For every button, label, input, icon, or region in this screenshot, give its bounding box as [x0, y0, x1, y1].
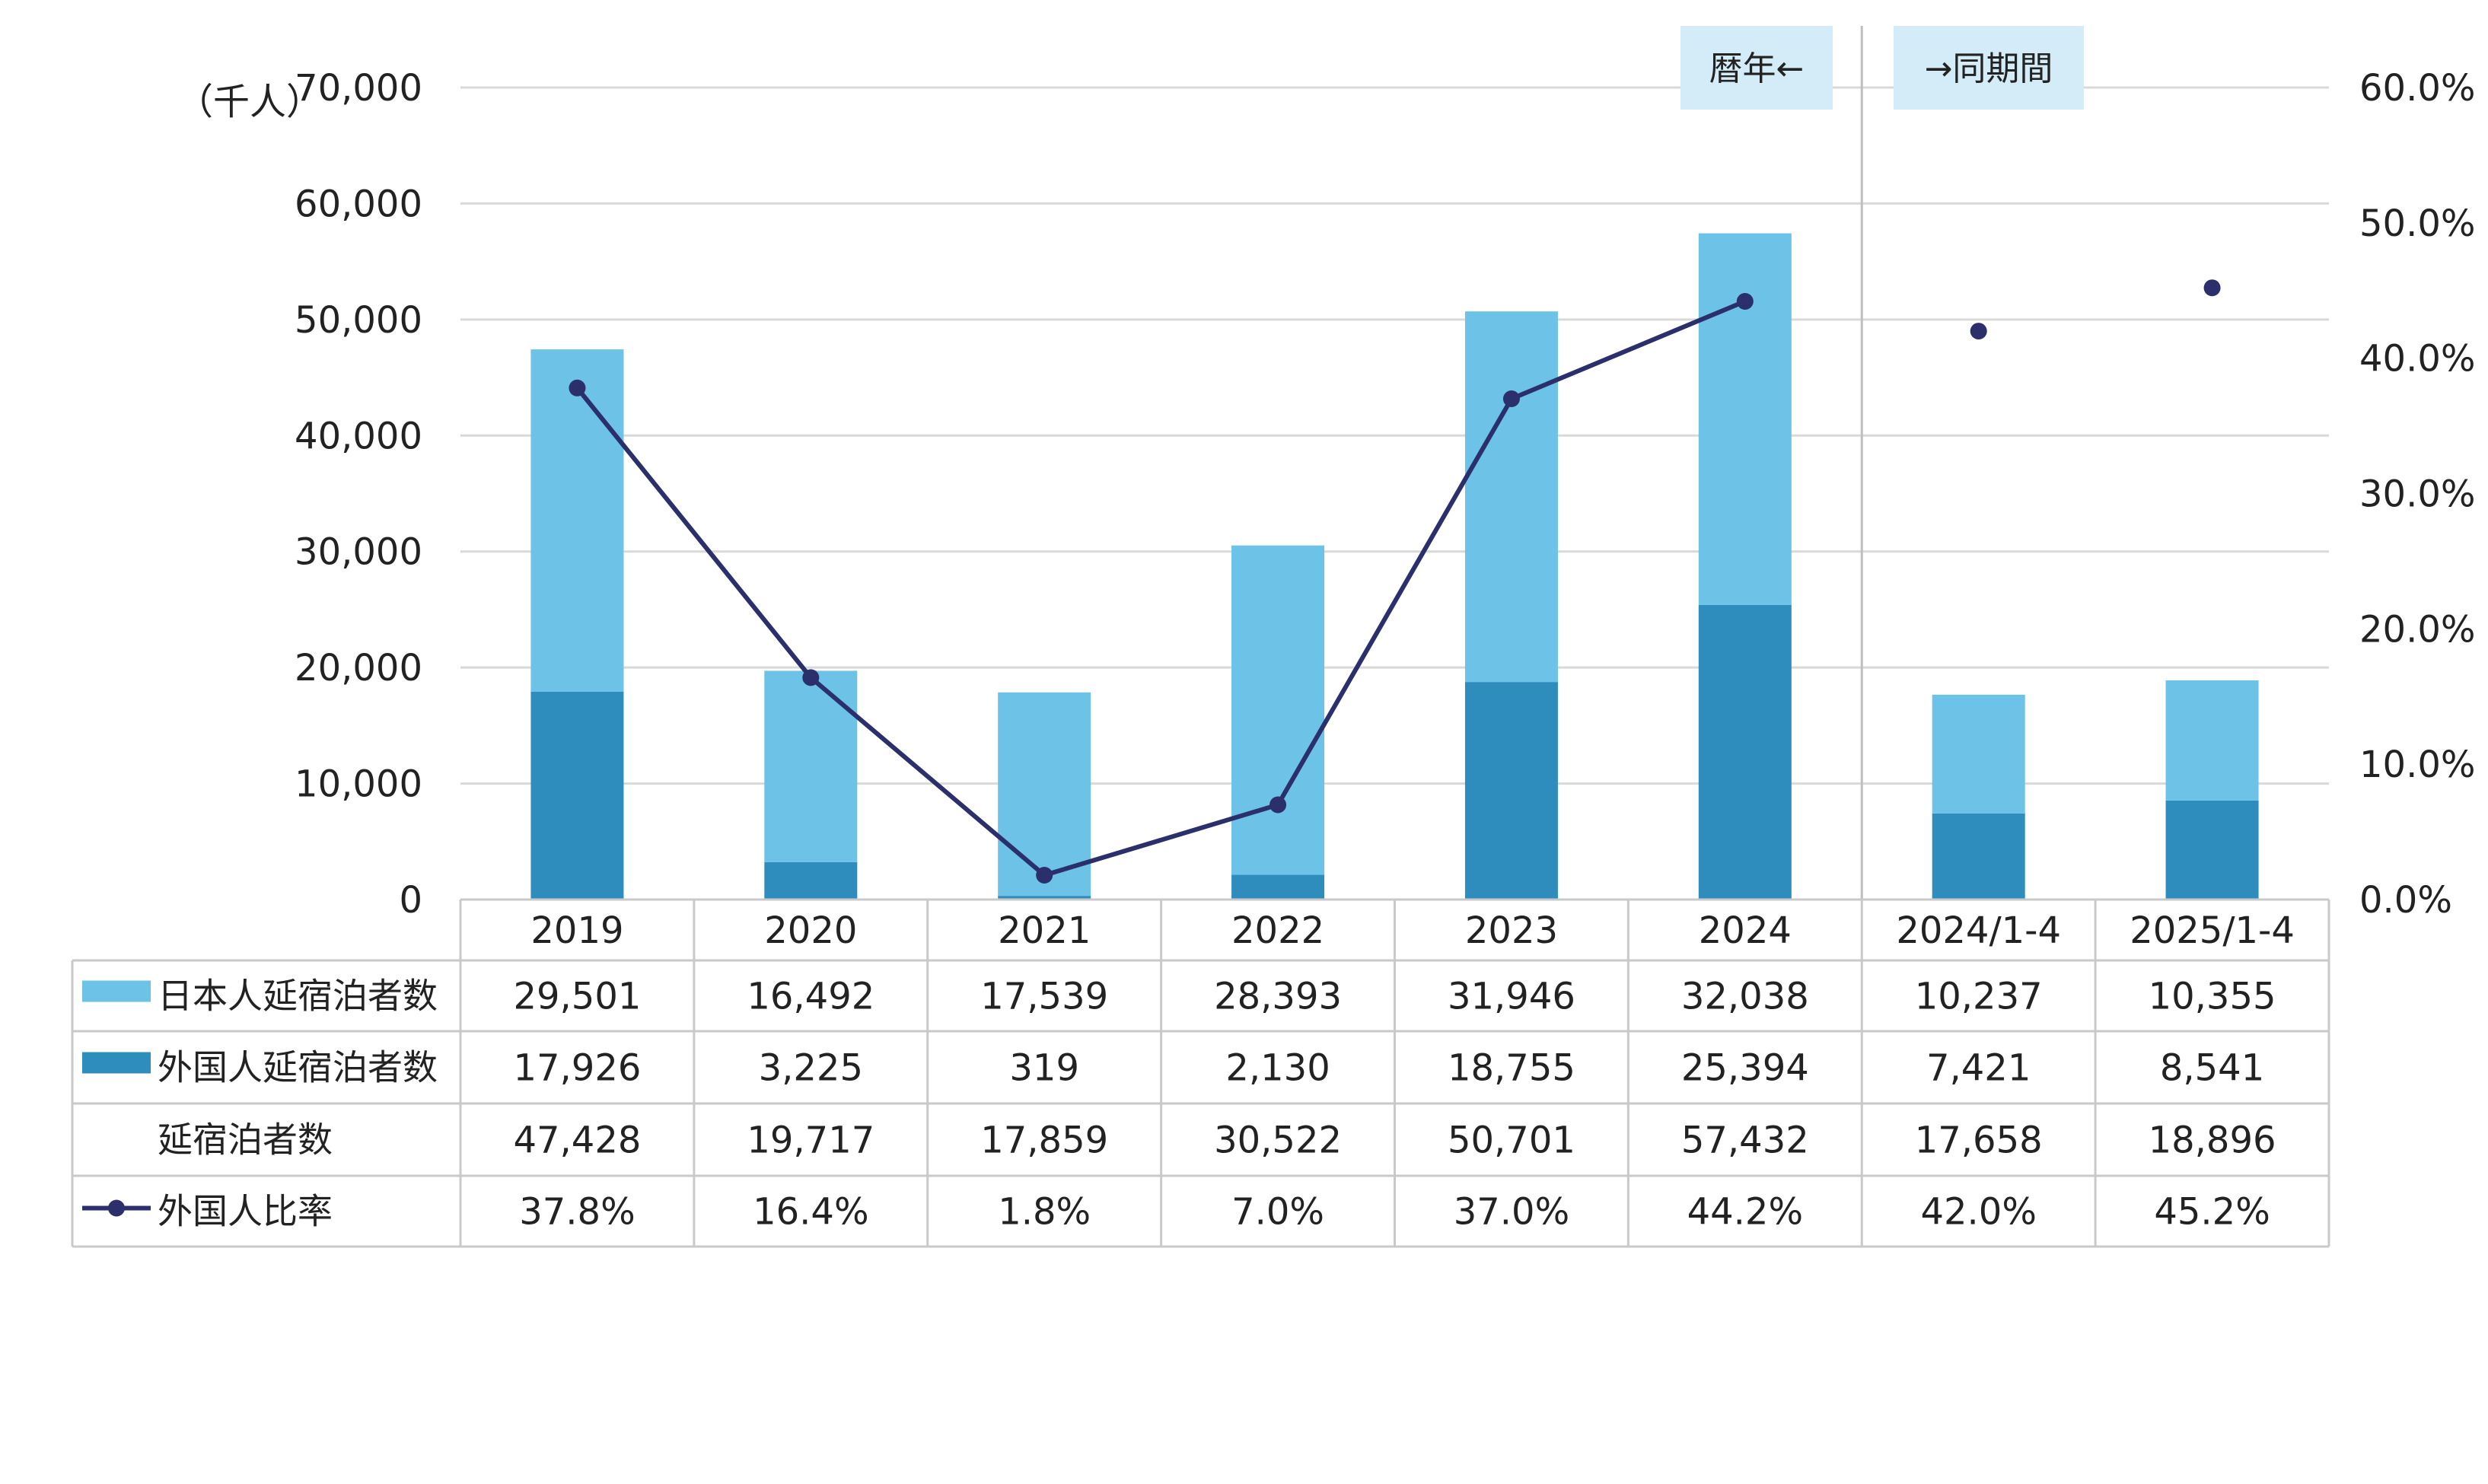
y-right-tick-label: 50.0%: [2359, 202, 2475, 245]
table-cell: 10,237: [1915, 976, 2043, 1018]
table-cell: 32,038: [1681, 976, 1809, 1018]
y-left-unit-label: （千人）: [177, 81, 323, 123]
bar-japanese: [1932, 694, 2025, 814]
table-cell: 7,421: [1926, 1047, 2031, 1090]
table-cell: 18,755: [1448, 1047, 1575, 1090]
y-right-tick-label: 30.0%: [2359, 473, 2475, 516]
category-label: 2022: [1231, 909, 1324, 952]
table-cell: 25,394: [1681, 1047, 1809, 1090]
table-cell: 37.0%: [1454, 1191, 1569, 1234]
y-left-tick-label: 70,000: [295, 67, 422, 110]
ratio-line-path: [575, 299, 1746, 877]
table-cell: 50,701: [1448, 1119, 1575, 1162]
bar-foreign: [1698, 604, 1792, 900]
table-cell: 31,946: [1448, 976, 1575, 1018]
y-left-tick-label: 20,000: [295, 647, 422, 689]
y-right-tick-label: 10.0%: [2359, 744, 2475, 786]
y-left-tick-label: 50,000: [295, 299, 422, 342]
bars: [530, 233, 2259, 900]
y-left-tick-label: 30,000: [295, 531, 422, 574]
row-label: 外国人延宿泊者数: [158, 1047, 438, 1088]
bar-japanese: [1698, 233, 1792, 605]
table-cell: 16,492: [747, 976, 874, 1018]
table-cell: 45.2%: [2154, 1191, 2270, 1234]
ratio-marker: [1502, 390, 1520, 408]
table-cell: 18,896: [2149, 1119, 2276, 1162]
bar-foreign: [1231, 874, 1325, 900]
row-label: 日本人延宿泊者数: [158, 976, 438, 1017]
y-left-tick-label: 40,000: [295, 415, 422, 457]
table-cell: 57,432: [1681, 1119, 1809, 1162]
y-right-tick-label: 40.0%: [2359, 338, 2475, 381]
category-label: 2019: [530, 909, 623, 952]
category-label: 2023: [1465, 909, 1558, 952]
ratio-marker: [1269, 796, 1287, 814]
row-label: 外国人比率: [158, 1191, 333, 1232]
table-cell: 44.2%: [1687, 1191, 1803, 1234]
bar-japanese: [1231, 545, 1325, 875]
y-left-tick-label: 60,000: [295, 183, 422, 225]
table-cell: 28,393: [1214, 976, 1342, 1018]
bar-foreign: [764, 861, 858, 900]
bar-japanese: [2165, 680, 2259, 801]
category-label: 2020: [764, 909, 857, 952]
y-left-tick-label: 10,000: [295, 763, 422, 806]
table-cell: 1.8%: [998, 1191, 1091, 1234]
category-label: 2021: [998, 909, 1091, 952]
ratio-marker: [2203, 279, 2221, 297]
y-right-tick-label: 20.0%: [2359, 608, 2475, 651]
table-cell: 17,926: [513, 1047, 641, 1090]
table-cell: 2,130: [1225, 1047, 1330, 1090]
y-right-tick-label: 60.0%: [2359, 67, 2475, 110]
category-label: 2024: [1699, 909, 1792, 952]
row-label: 延宿泊者数: [158, 1119, 333, 1161]
table-cell: 17,658: [1915, 1119, 2043, 1162]
annotation-left: 暦年←: [1709, 49, 1805, 88]
bar-foreign: [530, 691, 624, 900]
bar-japanese: [764, 670, 858, 862]
axes: （千人） 0 10,000 20,000 30,000 40,000 50,000 60,0…: [177, 67, 2475, 922]
ratio-marker: [569, 379, 586, 396]
table-cell: 19,717: [747, 1119, 874, 1162]
legend-key: [82, 980, 151, 1002]
annotation-right: →同期間: [1925, 49, 2053, 88]
table-cell: 10,355: [2149, 976, 2276, 1018]
bar-japanese: [998, 692, 1091, 896]
table-cell: 29,501: [513, 976, 641, 1018]
category-label: 2025/1-4: [2130, 909, 2295, 952]
annotation-right-box: [1894, 26, 2084, 110]
table-cell: 42.0%: [1920, 1191, 2036, 1234]
annotation-left-box: [1680, 26, 1833, 110]
bar-foreign: [2165, 800, 2259, 900]
table-cell: 8,541: [2160, 1047, 2264, 1090]
bar-foreign: [1464, 682, 1558, 900]
bar-foreign: [1932, 813, 2025, 900]
ratio-marker: [1970, 323, 1987, 340]
table-cell: 319: [1009, 1047, 1079, 1090]
ratio-line: [569, 279, 2221, 884]
y-right-tick-label: 0.0%: [2359, 879, 2452, 922]
data-table: 2019 2020 2021 2022 2023 2024 2024/1-4 2025/1-4…: [71, 898, 2330, 1248]
legend-key: [108, 1199, 125, 1217]
bar-japanese: [530, 349, 624, 692]
table-cell: 17,859: [980, 1119, 1108, 1162]
ratio-marker: [1736, 292, 1754, 310]
bar-japanese: [1464, 311, 1558, 683]
category-label: 2024/1-4: [1896, 909, 2061, 952]
bar-foreign: [998, 896, 1091, 900]
table-cell: 30,522: [1214, 1119, 1342, 1162]
table-cell: 16.4%: [753, 1191, 868, 1234]
table-cell: 3,225: [759, 1047, 863, 1090]
table-cell: 7.0%: [1231, 1191, 1324, 1234]
table-cell: 37.8%: [519, 1191, 635, 1234]
gridlines: [460, 26, 2329, 900]
ratio-marker: [1036, 866, 1053, 884]
period-annotations: 暦年← →同期間: [1680, 26, 2084, 110]
legend-key: [82, 1052, 151, 1074]
table-cell: 17,539: [980, 976, 1108, 1018]
y-left-tick-label: 0: [399, 879, 422, 922]
table-cell: 47,428: [513, 1119, 641, 1162]
ratio-marker: [802, 669, 820, 686]
